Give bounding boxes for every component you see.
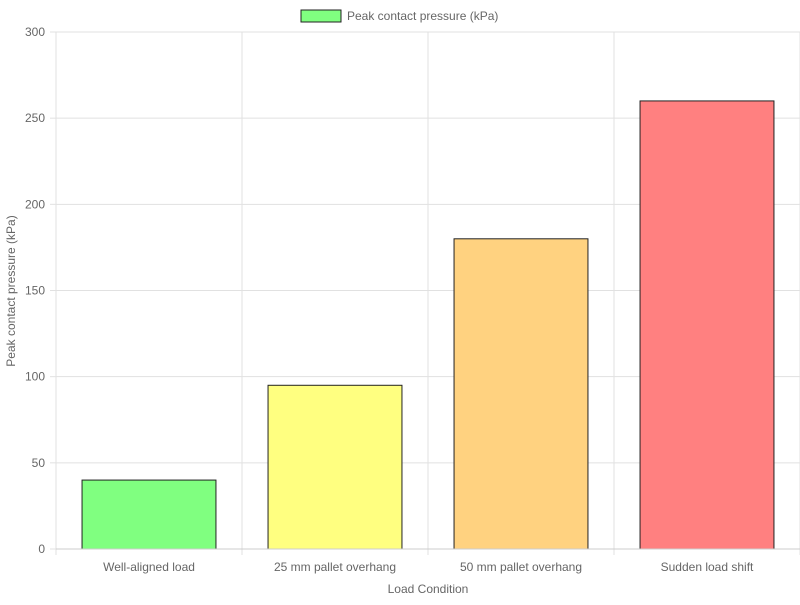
y-tick-label: 100 [25,370,45,384]
grid [50,31,800,555]
y-axis-title: Peak contact pressure (kPa) [4,215,18,366]
bar[interactable] [81,479,217,550]
x-tick-label: 25 mm pallet overhang [274,560,396,574]
legend-swatch[interactable] [300,9,342,23]
y-tick-label: 50 [32,456,46,470]
y-tick-label: 150 [25,284,45,298]
axes: 0 50 100 150 200 250 300 Well-aligned load 25 mm… [25,25,800,574]
x-axis-title: Load Condition [388,582,469,596]
legend-label[interactable]: Peak contact pressure (kPa) [347,9,498,23]
bar[interactable] [639,100,775,550]
bar[interactable] [453,238,589,550]
bars [81,100,775,550]
x-tick-label: Sudden load shift [661,560,754,574]
y-tick-label: 250 [25,111,45,125]
legend[interactable]: Peak contact pressure (kPa) [300,9,498,23]
bar[interactable] [267,384,403,550]
y-tick-label: 0 [38,542,45,556]
y-tick-label: 300 [25,25,45,39]
y-tick-label: 200 [25,197,45,211]
x-tick-label: 50 mm pallet overhang [460,560,582,574]
x-tick-label: Well-aligned load [103,560,195,574]
